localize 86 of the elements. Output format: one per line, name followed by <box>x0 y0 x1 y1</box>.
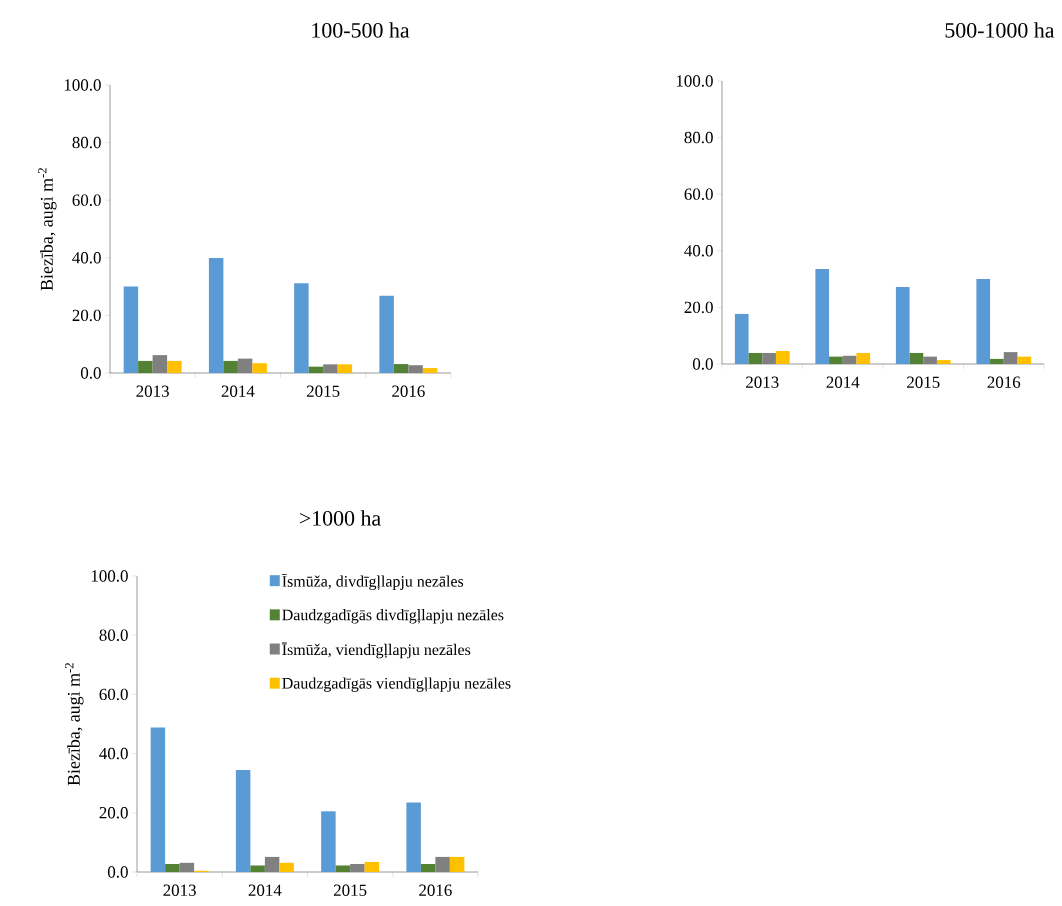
bar <box>250 865 265 872</box>
bar <box>321 811 336 872</box>
y-tick-label: 0.0 <box>692 358 713 370</box>
y-axis-title: Biezība, augi m$^{-2}$ <box>65 663 84 786</box>
y-tick-label: 100.0 <box>676 75 713 87</box>
x-tick-label: 2016 <box>987 376 1021 388</box>
chart-title: 100-500 ha <box>312 22 410 38</box>
bar <box>748 352 763 364</box>
chart-title: 500-1000 ha <box>945 22 1055 38</box>
x-tick-label: 2014 <box>248 884 282 896</box>
bar <box>167 360 182 373</box>
y-tick-label: 20.0 <box>684 301 713 314</box>
y-tick-label: 0.0 <box>107 866 128 878</box>
y-tick-label: 60.0 <box>72 194 101 206</box>
y-tick-label: 100.0 <box>64 79 101 91</box>
y-tick-label: 40.0 <box>99 747 128 760</box>
y-tick-label: 0.0 <box>80 367 101 379</box>
bar <box>252 363 267 373</box>
legend-label: Daudzgadīgās viendīgļlapju nezāles <box>282 677 511 692</box>
y-tick-label: 100.0 <box>91 570 128 582</box>
bar <box>936 360 951 364</box>
bar <box>379 295 394 373</box>
y-tick-label: 20.0 <box>99 807 128 819</box>
legend-label: Daudzgadīgās divdīgļlapju nezāles <box>282 609 504 624</box>
bar <box>829 356 843 364</box>
legend-label: Īsmūža, divdīgļlapju nezāles <box>281 574 464 591</box>
bar <box>842 355 857 364</box>
bar <box>152 355 168 373</box>
bar <box>294 283 309 373</box>
bar <box>364 861 380 872</box>
bar <box>976 279 991 364</box>
chart-title: >1000 ha <box>299 510 381 526</box>
y-axis-title: Biezība, augi m$^{-2}$ <box>38 168 57 291</box>
bar <box>990 358 1004 364</box>
bar <box>435 856 450 872</box>
bar <box>208 258 224 373</box>
bar <box>1003 352 1018 364</box>
x-tick-label: 2013 <box>163 884 196 896</box>
x-tick-label: 2015 <box>333 884 367 896</box>
bar <box>422 368 438 373</box>
bar <box>335 865 351 872</box>
x-tick-label: 2016 <box>392 385 425 397</box>
x-tick-label: 2014 <box>221 385 255 397</box>
x-tick-label: 2015 <box>907 376 940 388</box>
y-tick-label: 60.0 <box>684 188 713 200</box>
bar <box>323 364 338 373</box>
y-tick-label: 20.0 <box>72 309 101 322</box>
x-tick-label: 2014 <box>826 376 860 388</box>
x-tick-label: 2013 <box>746 376 779 388</box>
bar <box>235 769 251 872</box>
x-tick-label: 2013 <box>136 385 169 397</box>
bar <box>815 268 830 364</box>
y-tick-label: 80.0 <box>684 131 713 144</box>
y-tick-label: 80.0 <box>99 629 128 641</box>
bar <box>350 864 365 872</box>
bar <box>923 356 937 364</box>
y-tick-label: 60.0 <box>99 688 128 701</box>
bar <box>279 862 294 872</box>
bar <box>337 364 353 373</box>
bar <box>408 365 423 373</box>
bar <box>449 856 465 872</box>
bar <box>138 360 153 373</box>
y-tick-label: 80.0 <box>72 136 101 149</box>
bar <box>775 350 790 364</box>
bar <box>179 862 195 872</box>
x-tick-label: 2016 <box>419 884 452 896</box>
bar <box>406 802 421 872</box>
bar <box>264 856 280 872</box>
legend-label: Īsmūža, viendīgļlapju nezāles <box>281 642 471 659</box>
bar <box>895 287 910 364</box>
bar <box>1017 356 1032 364</box>
bar <box>856 352 871 364</box>
bar <box>165 864 180 872</box>
bar <box>734 313 749 364</box>
bar <box>420 864 436 872</box>
bar <box>909 352 924 364</box>
bar <box>237 358 253 373</box>
bar <box>150 727 166 872</box>
bar <box>762 352 776 364</box>
x-tick-label: 2015 <box>306 385 340 397</box>
bar <box>308 366 324 373</box>
bar <box>393 364 409 373</box>
y-tick-label: 40.0 <box>72 252 101 264</box>
bar <box>223 360 238 373</box>
bar <box>123 286 139 373</box>
y-tick-label: 40.0 <box>684 245 713 257</box>
